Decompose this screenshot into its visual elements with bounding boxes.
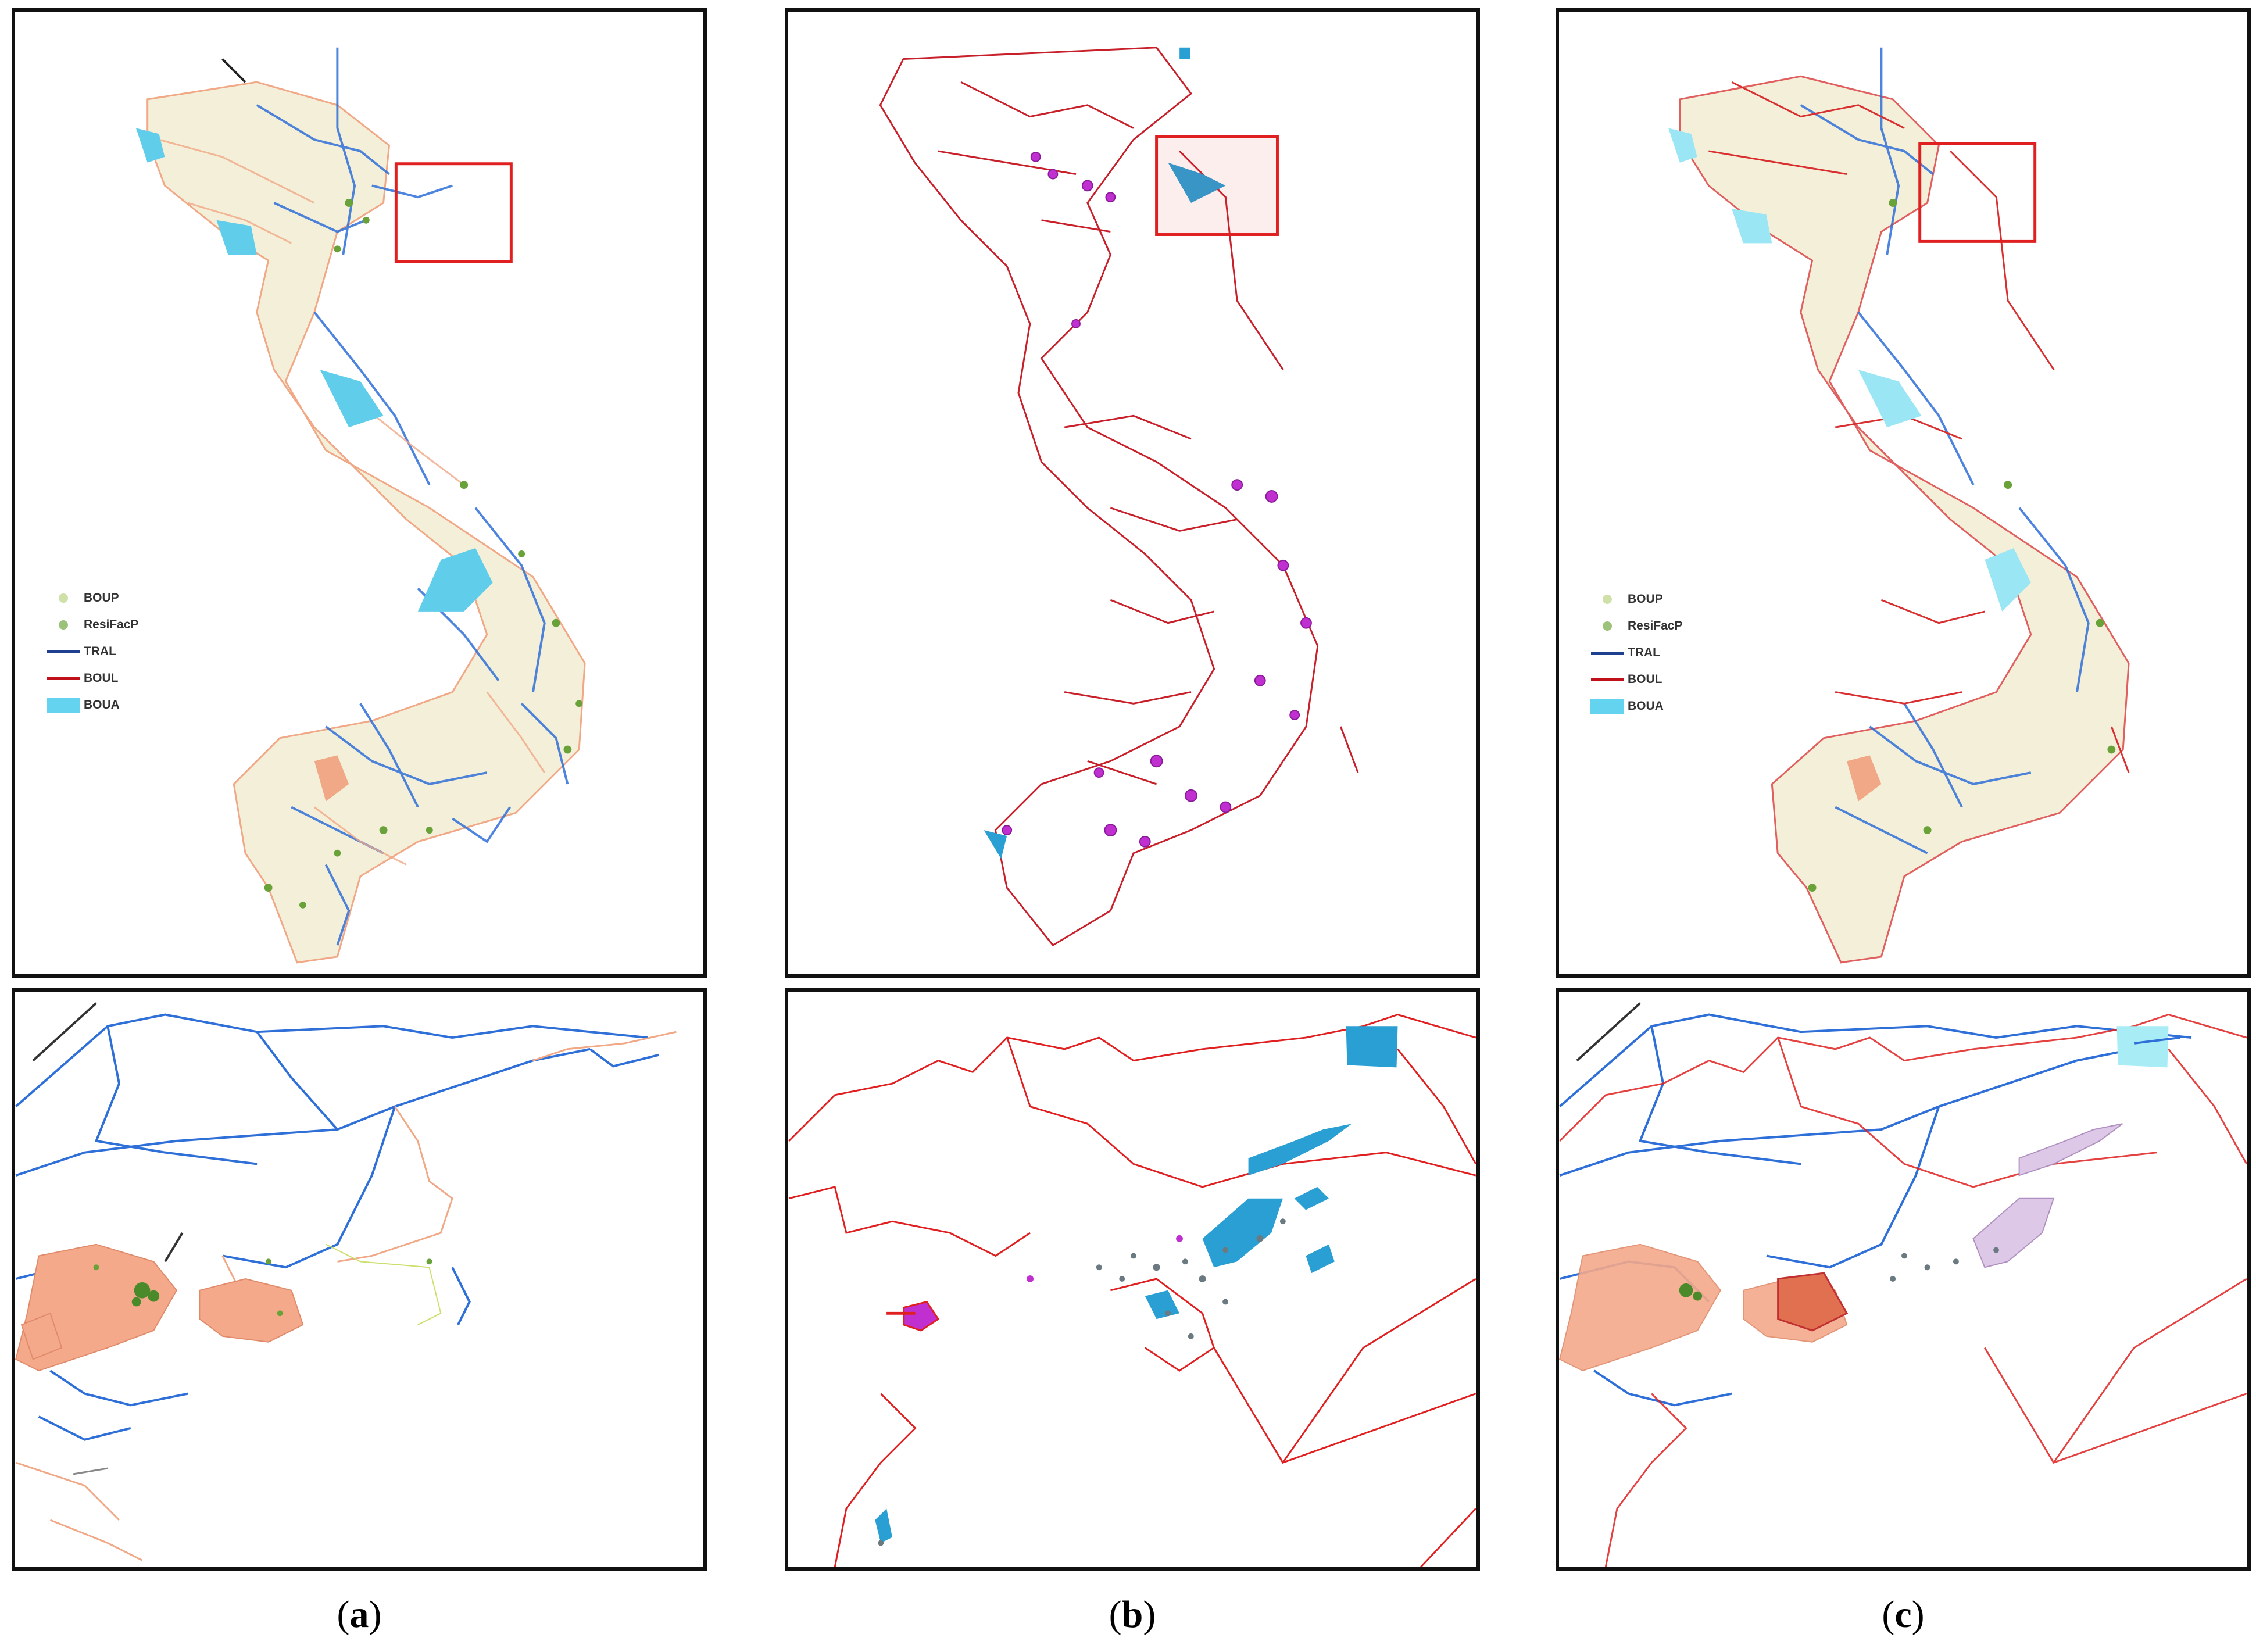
legend-label: BOUA xyxy=(1628,699,1664,713)
caption-letter-b: b xyxy=(1121,1593,1143,1636)
legend-label: ResiFacP xyxy=(84,618,139,631)
map-b-zoom xyxy=(788,1013,1476,1567)
legend-item-boul: BOUL xyxy=(43,665,139,692)
resifacp-dot-icon xyxy=(59,620,68,630)
legend-item-boup: BOUP xyxy=(1587,586,1683,613)
legend-item-boua: BOUA xyxy=(43,692,139,718)
zoom-box-b xyxy=(1155,135,1279,236)
legend-label: BOUP xyxy=(84,591,119,605)
map-a-overview xyxy=(135,47,586,964)
map-panel-c-zoom xyxy=(1556,988,2251,1571)
legend-c: BOUP ResiFacP TRAL BOUL BOUA xyxy=(1587,586,1683,720)
map-panel-b-zoom xyxy=(785,988,1480,1571)
tral-line-icon xyxy=(47,650,80,653)
legend-item-resifacp: ResiFacP xyxy=(43,612,139,638)
legend-item-resifacp: ResiFacP xyxy=(1587,613,1683,639)
legend-label: BOUL xyxy=(84,671,119,685)
boua-box-icon xyxy=(1590,699,1624,714)
caption-open-paren: ( xyxy=(1882,1593,1895,1636)
caption-close-paren: ) xyxy=(369,1593,382,1636)
legend-item-boua: BOUA xyxy=(1587,693,1683,720)
caption-close-paren: ) xyxy=(1143,1593,1156,1636)
legend-label: TRAL xyxy=(1628,646,1660,659)
legend-item-tral: TRAL xyxy=(1587,639,1683,666)
legend-label: ResiFacP xyxy=(1628,619,1683,632)
caption-letter-c: c xyxy=(1894,1593,1912,1636)
caption-open-paren: ( xyxy=(337,1593,350,1636)
caption-close-paren: ) xyxy=(1911,1593,1925,1636)
boul-line-icon xyxy=(1591,678,1624,681)
legend-item-tral: TRAL xyxy=(43,638,139,665)
legend-label: TRAL xyxy=(84,645,116,658)
caption-b: (b) xyxy=(1074,1593,1190,1637)
map-panel-a-overview: BOUP ResiFacP TRAL BOUL BOUA xyxy=(12,8,707,978)
map-panel-b-overview xyxy=(785,8,1480,978)
boul-line-icon xyxy=(47,677,80,680)
legend-label: BOUP xyxy=(1628,592,1663,606)
map-panel-a-zoom xyxy=(12,988,707,1571)
map-c-overview xyxy=(1668,47,2130,964)
boua-box-icon xyxy=(47,698,80,713)
map-c-zoom xyxy=(1559,1002,2247,1567)
map-b-overview xyxy=(879,47,1359,947)
boup-dot-icon xyxy=(59,593,68,603)
caption-letter-a: a xyxy=(349,1593,369,1636)
zoom-box-a xyxy=(394,162,513,263)
caption-c: (c) xyxy=(1845,1593,1961,1637)
legend-label: BOUA xyxy=(84,698,120,711)
tral-line-icon xyxy=(1591,651,1624,655)
map-a-zoom xyxy=(15,1002,677,1561)
map-panel-c-overview: BOUP ResiFacP TRAL BOUL BOUA xyxy=(1556,8,2251,978)
legend-label: BOUL xyxy=(1628,673,1662,686)
legend-a: BOUP ResiFacP TRAL BOUL BOUA xyxy=(43,585,139,718)
boup-dot-icon xyxy=(1603,595,1612,604)
legend-item-boup: BOUP xyxy=(43,585,139,612)
caption-a: (a) xyxy=(301,1593,417,1637)
legend-item-boul: BOUL xyxy=(1587,666,1683,693)
zoom-box-c xyxy=(1918,142,2037,243)
caption-open-paren: ( xyxy=(1109,1593,1122,1636)
resifacp-dot-icon xyxy=(1603,621,1612,631)
